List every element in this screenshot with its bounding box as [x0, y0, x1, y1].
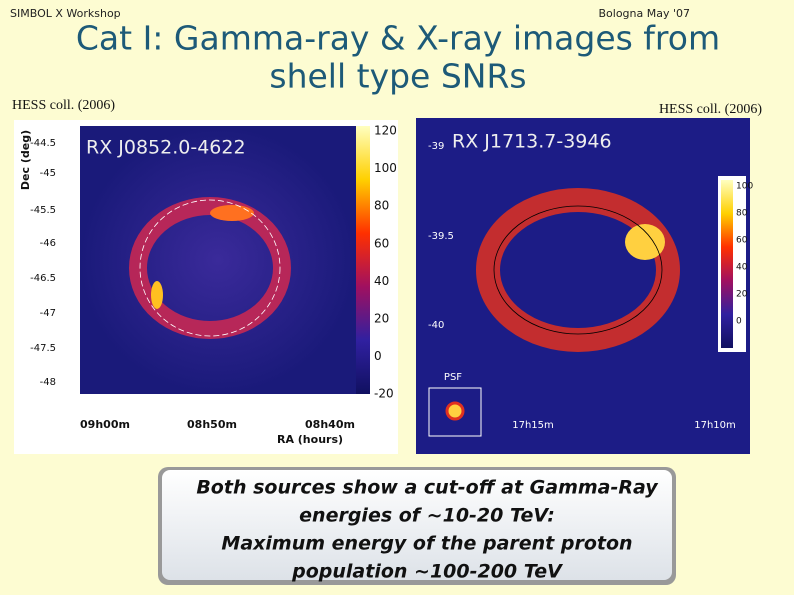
colorbar-label: 20 — [736, 290, 748, 300]
source-label: RX J1713.7-3946 — [452, 131, 612, 153]
x-tick-label: 08h50m — [187, 418, 237, 431]
hotspot — [625, 224, 665, 260]
x-tick-label: 08h40m — [305, 418, 355, 431]
hotspot — [151, 281, 163, 309]
colorbar-label: 0 — [736, 317, 742, 327]
hotspot — [210, 205, 254, 221]
colorbar-label: 120 — [374, 124, 397, 138]
colorbar-label: 100 — [374, 161, 397, 175]
callout-line: Both sources show a cut-off at Gamma-Ray — [196, 477, 659, 499]
callout-line: Maximum energy of the parent proton — [221, 533, 632, 555]
colorbar-label: 0 — [374, 349, 382, 363]
x-tick-label: 17h15m — [512, 420, 554, 431]
colorbar-label: 40 — [736, 263, 748, 273]
colorbar-label: 100 — [736, 182, 753, 192]
callout-line: population ~100-200 TeV — [291, 561, 563, 583]
colorbar-label: 60 — [736, 236, 748, 246]
credit: HESS coll. (2006) — [659, 102, 762, 117]
psf — [445, 401, 465, 421]
y-tick-label: -47.5 — [30, 343, 56, 354]
title: shell type SNRs — [269, 57, 526, 96]
callout — [162, 470, 672, 580]
y-tick-label: -45 — [40, 168, 56, 179]
source-label: RX J0852.0-4622 — [86, 137, 246, 159]
x-tick-label: 17h10m — [694, 420, 736, 431]
colorbar — [721, 180, 733, 348]
y-tick-label: -45.5 — [30, 205, 56, 216]
y-tick-label: -39.5 — [428, 231, 454, 242]
colorbar-label: -20 — [374, 387, 394, 401]
y-tick-label: -46 — [40, 238, 56, 249]
sky-image — [416, 118, 750, 454]
y-tick-label: -47 — [40, 308, 56, 319]
y-axis-label: Dec (deg) — [19, 130, 32, 190]
y-tick-label: -40 — [428, 320, 444, 331]
y-tick-label: -46.5 — [30, 273, 56, 284]
sky-image — [80, 126, 356, 394]
psf-label: PSF — [444, 372, 462, 383]
contour — [139, 199, 281, 337]
contour — [493, 205, 663, 335]
y-tick-label: -39 — [428, 141, 444, 152]
colorbar-label: 80 — [374, 199, 389, 213]
shell — [476, 188, 680, 352]
y-tick-label: -44.5 — [30, 138, 56, 149]
colorbar — [356, 126, 370, 394]
colorbar-label: 60 — [374, 236, 389, 250]
colorbar-label: 80 — [736, 209, 748, 219]
credit: HESS coll. (2006) — [12, 98, 115, 113]
title: Cat I: Gamma-ray & X-ray images from — [76, 19, 720, 58]
x-tick-label: 09h00m — [80, 418, 130, 431]
psf-box — [428, 387, 482, 437]
workshop-note: SIMBOL X Workshop — [10, 7, 121, 20]
callout-line: energies of ~10-20 TeV: — [299, 505, 555, 527]
colorbar-label: 40 — [374, 274, 389, 288]
y-tick-label: -48 — [40, 377, 56, 388]
x-axis-label: RA (hours) — [277, 433, 343, 446]
date-note: Bologna May '07 — [598, 7, 690, 20]
colorbar-label: 20 — [374, 312, 389, 326]
shell — [129, 197, 291, 339]
